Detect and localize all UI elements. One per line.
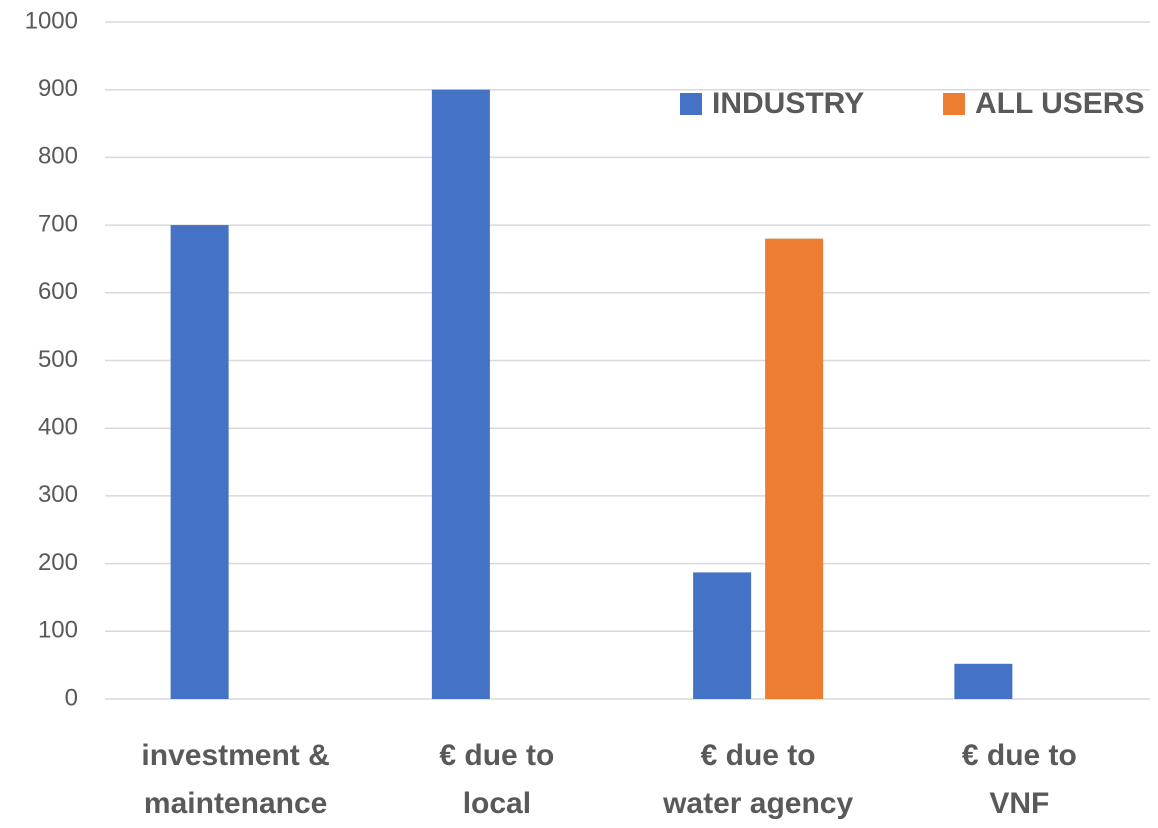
y-tick-label: 500 [38,346,78,373]
legend-label: INDUSTRY [712,87,864,120]
x-tick-line: maintenance [144,787,327,820]
x-tick-label: investment & maintenance [141,739,329,820]
x-tick-line: water agency [662,787,853,820]
legend-swatch [680,93,702,115]
bar [170,225,229,699]
y-tick-label: 400 [38,414,78,441]
x-tick-label: € due to local [439,739,554,820]
x-tick-line: local [463,787,531,820]
y-tick-label: 1000 [25,7,78,34]
x-tick-line: € due to [439,739,554,772]
y-tick-label: 600 [38,278,78,305]
bar [954,663,1013,699]
y-tick-label: 300 [38,481,78,508]
y-tick-label: 900 [38,75,78,102]
x-tick-line: € due to [962,739,1077,772]
legend-label: ALL USERS [975,87,1144,120]
bar [431,89,490,699]
y-tick-label: 700 [38,210,78,237]
y-tick-label: 0 [65,684,78,711]
bar [765,238,824,699]
y-tick-label: 800 [38,143,78,170]
x-tick-line: VNF [989,787,1049,820]
x-tick-label: € due to water agency [662,739,853,820]
x-tick-label: € due to VNF [962,739,1077,820]
x-tick-line: € due to [701,739,816,772]
bar [693,572,752,699]
y-tick-label: 200 [38,549,78,576]
y-tick-label: 100 [38,617,78,644]
legend-swatch [943,93,965,115]
x-tick-line: investment & [141,739,329,772]
